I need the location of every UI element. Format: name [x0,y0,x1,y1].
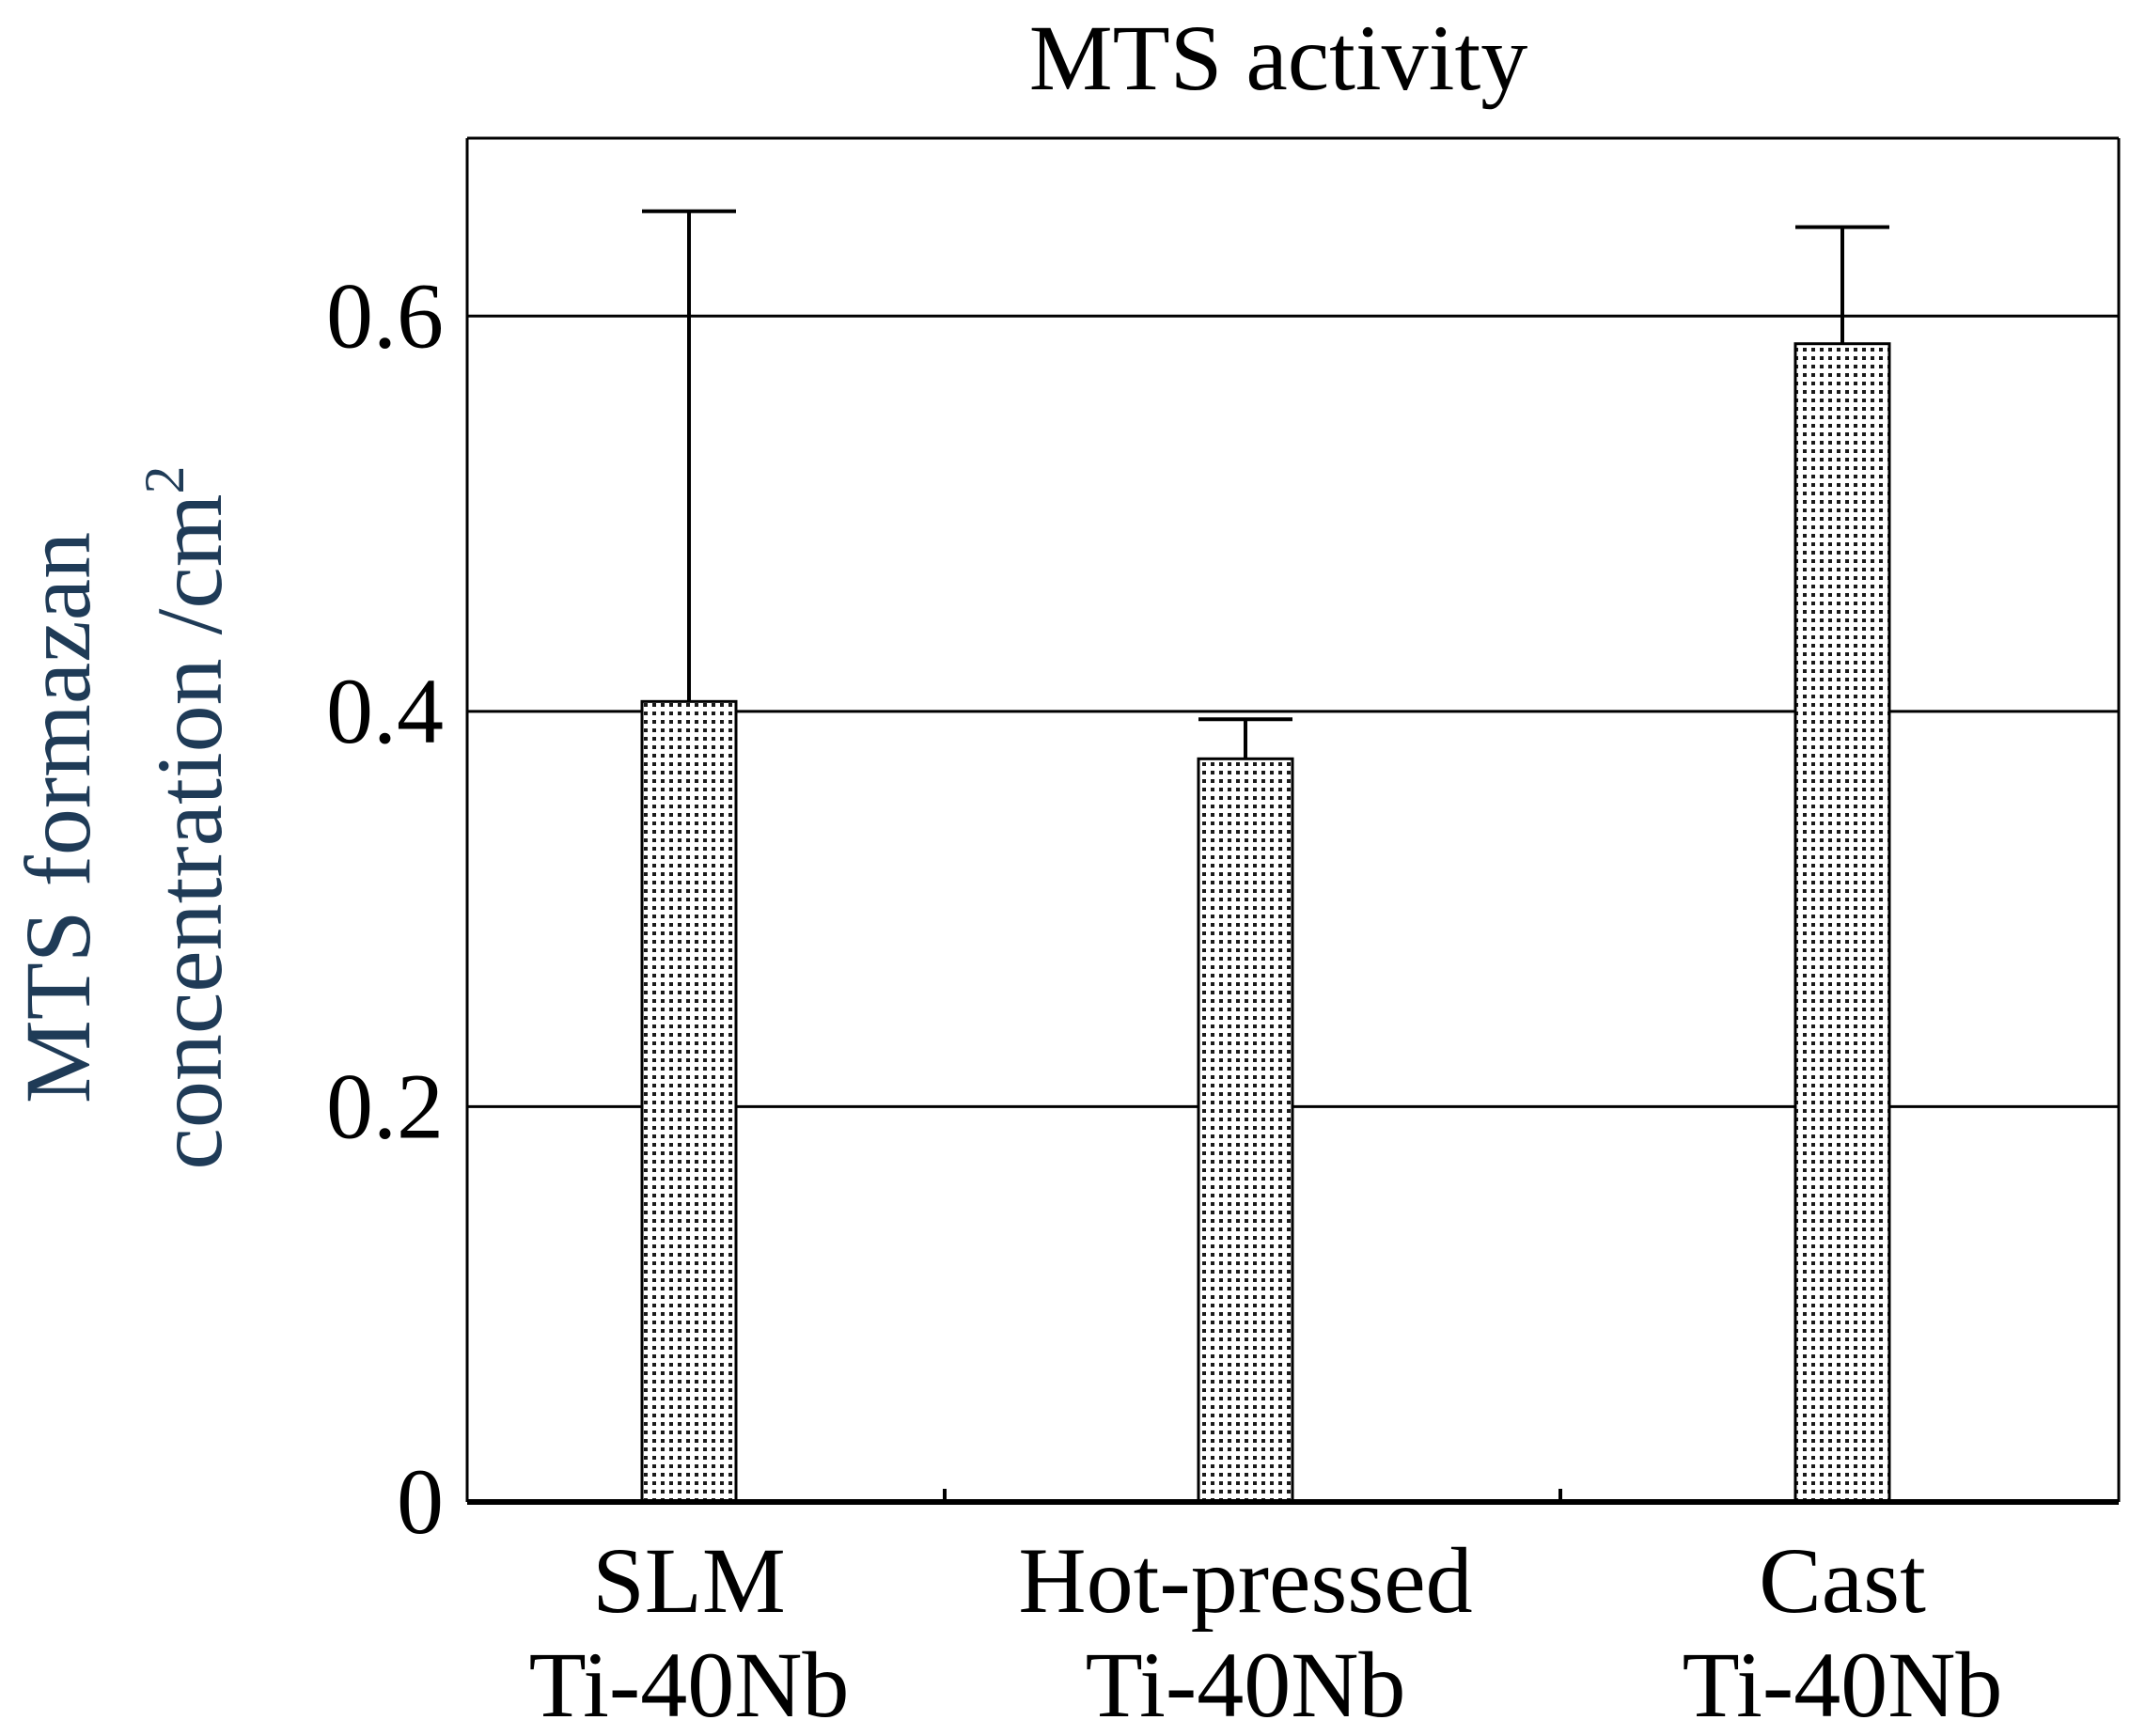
y-tick-label-3: 0.6 [326,263,444,368]
chart-title: MTS activity [1029,6,1528,110]
error-bar-1 [1198,717,1292,759]
x-tick-label-1-line2: Ti-40Nb [1086,1633,1406,1731]
y-axis-label-line1: MTS formazan [6,532,110,1103]
error-bar-0 [642,209,736,702]
error-bars [642,209,1889,759]
y-tick-label-1: 0.2 [326,1054,444,1158]
y-axis-label: MTS formazan concentration /cm2 [6,465,242,1169]
bar-2 [1793,342,1891,1504]
y-axis-label-superscript: 2 [133,465,196,493]
axes [465,136,2121,1505]
x-tick-label-2-line1: Cast [1759,1528,1926,1633]
y-tick-label-2: 0.4 [326,659,444,763]
y-tick-label-0: 0 [397,1449,444,1554]
y-tick-labels: 0 0.2 0.4 0.6 [326,263,444,1554]
bar-0 [640,699,738,1504]
bar-1 [1197,757,1294,1504]
x-tick-label-0-line1: SLM [592,1528,786,1633]
error-bar-2 [1795,225,1889,344]
bars [640,342,1891,1504]
y-axis-label-line2: concentration /cm2 [133,465,242,1169]
x-tick-label-2-line2: Ti-40Nb [1683,1633,2003,1731]
x-tick-label-0-line2: Ti-40Nb [529,1633,850,1731]
y-axis-label-text: concentration /cm [137,493,242,1169]
x-tick-label-1-line1: Hot-pressed [1018,1528,1472,1633]
